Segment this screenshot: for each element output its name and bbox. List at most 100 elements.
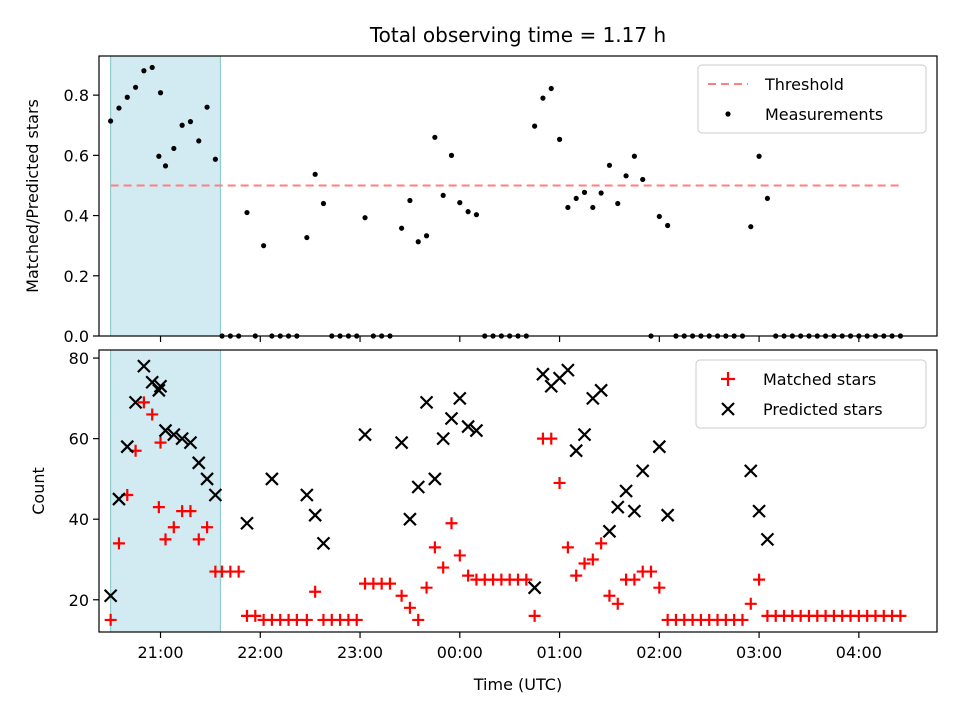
matched-star-point bbox=[300, 613, 313, 626]
predicted-star-point bbox=[200, 472, 214, 486]
measurement-point bbox=[606, 162, 613, 168]
measurement-point bbox=[556, 136, 563, 142]
measurement-point bbox=[320, 200, 327, 207]
bottom-ytick-label: 80 bbox=[69, 349, 89, 368]
predicted-star-point bbox=[265, 472, 279, 486]
predicted-star-point bbox=[403, 512, 417, 526]
legend-predicted-swatch bbox=[721, 402, 735, 416]
predicted-star-point bbox=[167, 427, 181, 442]
matched-star-point bbox=[159, 533, 172, 546]
matched-star-point bbox=[104, 613, 117, 626]
matched-star-point bbox=[152, 501, 165, 514]
predicted-star-point bbox=[652, 439, 667, 454]
x-axis-label: Time (UTC) bbox=[473, 675, 562, 694]
predicted-star-point bbox=[760, 532, 775, 547]
matched-star-point bbox=[309, 585, 322, 598]
matched-star-point bbox=[462, 569, 475, 582]
measurement-point bbox=[156, 153, 162, 159]
legend-matched-swatch bbox=[721, 372, 735, 386]
predicted-star-point bbox=[453, 391, 467, 406]
measurement-point bbox=[196, 138, 202, 144]
predicted-star-point bbox=[120, 439, 135, 454]
predicted-star-point bbox=[394, 435, 409, 450]
predicted-star-point bbox=[411, 480, 426, 494]
predicted-star-point bbox=[103, 588, 118, 603]
bottom-x-axis: 21:00 22:00 23:00 00:00 01:00 02:00 03:00 04:00 bbox=[137, 632, 882, 662]
measurement-point bbox=[540, 95, 546, 101]
measurement-point bbox=[108, 118, 114, 124]
measurement-point bbox=[432, 134, 438, 140]
chart-title: Total observing time = 1.17 h bbox=[369, 23, 666, 47]
matched-star-point bbox=[154, 436, 167, 449]
bottom-y-axis: 20 40 60 80 bbox=[69, 349, 99, 610]
measurement-point bbox=[590, 204, 596, 211]
matched-star-point bbox=[603, 589, 616, 602]
measurement-point bbox=[423, 233, 430, 239]
measurement-point bbox=[116, 105, 122, 111]
matched-star-point bbox=[528, 609, 541, 622]
measurement-point bbox=[532, 123, 538, 129]
predicted-star-point bbox=[153, 379, 168, 394]
matched-star-point bbox=[628, 573, 641, 586]
predicted-star-point bbox=[594, 383, 608, 398]
matched-star-point bbox=[736, 613, 749, 626]
top-shaded-span bbox=[110, 55, 221, 337]
predicted-star-point bbox=[128, 395, 143, 410]
matched-star-point bbox=[445, 517, 458, 530]
measurement-point bbox=[157, 90, 164, 96]
xtick-label: 00:00 bbox=[437, 643, 483, 662]
predicted-star-point bbox=[308, 508, 322, 522]
matched-star-point bbox=[232, 565, 245, 578]
top-ytick-label: 0.0 bbox=[64, 327, 89, 346]
predicted-star-point bbox=[191, 456, 206, 470]
top-ytick-label: 0.8 bbox=[64, 86, 89, 105]
predicted-star-point bbox=[610, 500, 625, 514]
predicted-star-point bbox=[569, 443, 583, 458]
matched-star-point bbox=[350, 613, 363, 626]
bottom-shaded-span bbox=[110, 349, 221, 633]
matched-star-point bbox=[184, 505, 197, 518]
predicted-star-point bbox=[208, 488, 223, 502]
top-y-axis-label: Matched/Predicted stars bbox=[23, 99, 42, 293]
top-y-axis: 0.0 0.2 0.4 0.6 0.8 bbox=[64, 86, 99, 346]
matched-star-point bbox=[249, 609, 262, 622]
bottom-legend: Matched stars Predicted stars bbox=[695, 359, 927, 429]
predicted-star-point bbox=[158, 423, 173, 438]
measurement-point bbox=[748, 224, 754, 230]
measurement-point bbox=[665, 222, 671, 229]
predicted-star-point bbox=[744, 464, 758, 478]
measurement-point bbox=[261, 243, 267, 249]
xtick-label: 01:00 bbox=[537, 643, 583, 662]
matched-star-point bbox=[595, 537, 608, 550]
bottom-ytick-label: 20 bbox=[69, 591, 89, 610]
measurement-point bbox=[204, 104, 210, 110]
predicted-star-point bbox=[660, 508, 675, 522]
xtick-label: 23:00 bbox=[337, 643, 383, 662]
xtick-label: 03:00 bbox=[736, 643, 782, 662]
measurement-point bbox=[141, 68, 147, 74]
measurement-point bbox=[162, 163, 169, 169]
measurement-point bbox=[565, 204, 571, 211]
measurement-point bbox=[457, 200, 463, 206]
measurement-point bbox=[171, 145, 177, 152]
legend-measurements-label: Measurements bbox=[765, 105, 883, 124]
matched-stars-series bbox=[104, 396, 907, 626]
bottom-y-axis-label: Count bbox=[29, 467, 48, 515]
xtick-label: 02:00 bbox=[636, 643, 682, 662]
measurement-point bbox=[473, 212, 480, 218]
measurement-point bbox=[415, 239, 421, 245]
measurement-point bbox=[187, 119, 194, 125]
measurement-point bbox=[312, 171, 318, 177]
matched-star-point bbox=[437, 561, 450, 574]
measurement-point bbox=[124, 94, 130, 100]
predicted-star-point bbox=[752, 504, 766, 518]
predicted-star-point bbox=[240, 516, 254, 531]
predicted-star-point bbox=[527, 580, 542, 595]
matched-star-point bbox=[453, 549, 466, 562]
predicted-star-point bbox=[137, 359, 151, 373]
matched-star-point bbox=[645, 565, 658, 578]
predicted-star-point bbox=[300, 488, 314, 502]
measurement-point bbox=[598, 190, 604, 196]
matched-star-point bbox=[428, 541, 441, 554]
legend-threshold-label: Threshold bbox=[764, 75, 844, 94]
